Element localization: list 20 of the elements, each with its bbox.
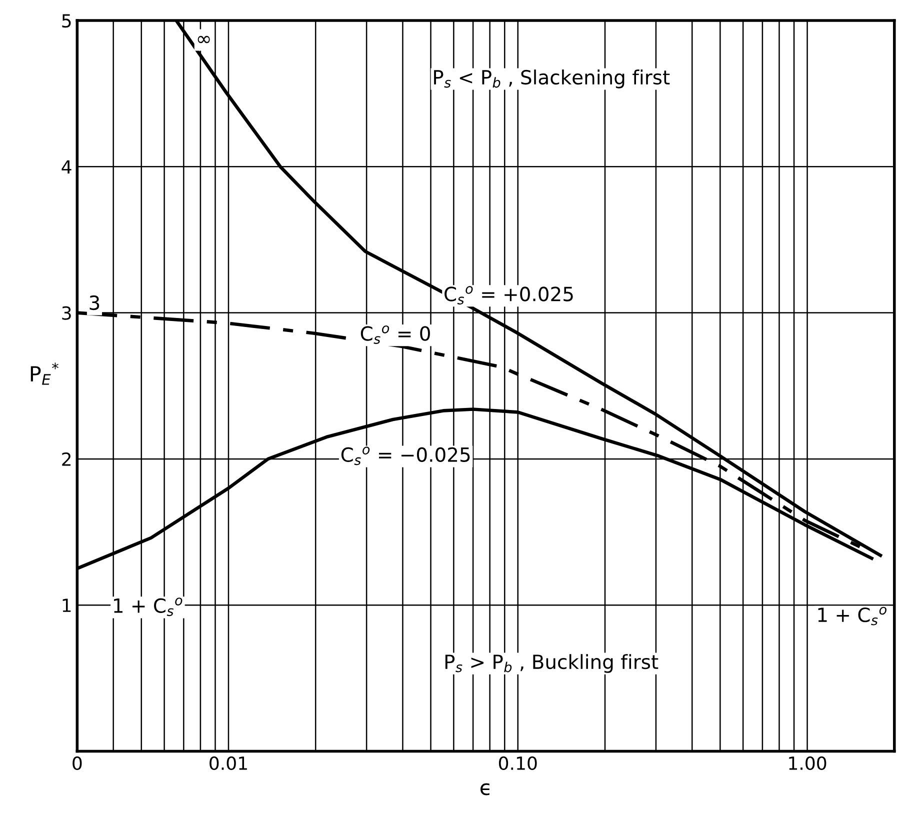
x-tick-label: 0	[72, 756, 82, 770]
annotation: 3	[90, 295, 100, 310]
y-tick-label: 2	[62, 452, 71, 466]
annotation: ∞	[198, 36, 210, 44]
x-tick-label: 1.00	[789, 756, 826, 770]
annotation: P$_{s}$ > P$_{b}$ , Buckling first	[445, 654, 658, 673]
annotation: 1 + C$_{s}$$^{o}$	[114, 598, 182, 616]
x-axis-title: ϵ	[480, 783, 490, 796]
y-axis-title: P$_{E}$$^{*}$	[30, 362, 58, 385]
annotation: C$_{s}$$^{o}$ = −0.025	[341, 446, 470, 466]
y-tick-label: 3	[62, 306, 71, 320]
annotation: 1 + C$_{s}$$^{o}$	[818, 606, 886, 626]
annotation: C$_{s}$$^{o}$ = +0.025	[444, 286, 573, 304]
x-tick-label: 0.01	[210, 756, 247, 770]
y-tick-label: 4	[62, 160, 72, 174]
y-tick-label: 1	[62, 598, 71, 612]
y-tick-label: 5	[62, 14, 71, 28]
x-tick-label: 0.10	[498, 756, 537, 770]
annotation: P$_{s}$ < P$_{b}$ , Slackening first	[434, 70, 670, 88]
annotation: C$_{s}$$^{o}$ = 0	[360, 326, 430, 344]
